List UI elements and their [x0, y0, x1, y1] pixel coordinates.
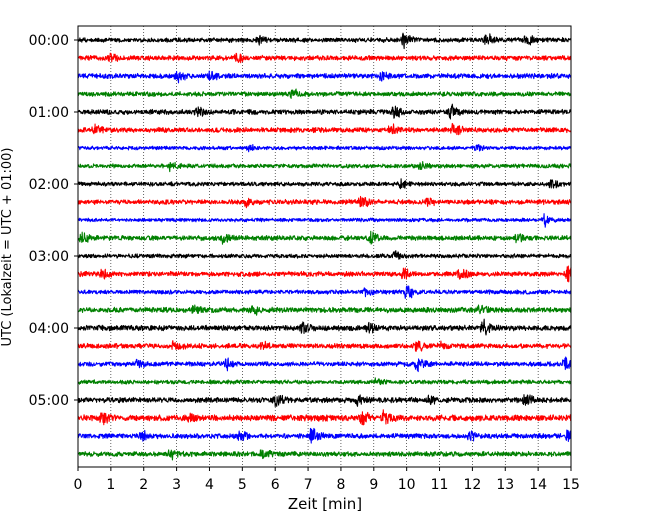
x-tick-label: 15: [562, 477, 580, 493]
x-tick-label: 4: [205, 477, 214, 493]
trace-row-0515: [77, 409, 572, 426]
y-axis-ticks: 00:00 01:00 02:00 03:00 04:00 05:00: [29, 33, 78, 409]
y-tick-label: 02:00: [29, 177, 69, 193]
trace-row-0530: [77, 427, 572, 444]
x-tick-label: 8: [336, 477, 345, 493]
y-tick-label: 04:00: [29, 321, 69, 337]
y-tick-label: 05:00: [29, 393, 69, 409]
x-tick-label: 9: [369, 477, 378, 493]
x-tick-label: 1: [106, 477, 115, 493]
trace-row-0545: [77, 449, 572, 461]
x-tick-label: 6: [271, 477, 280, 493]
trace-row-0000: [77, 32, 572, 50]
trace-row-0145: [77, 160, 572, 173]
x-tick-label: 14: [529, 477, 547, 493]
trace-row-0445: [77, 377, 572, 386]
seismic-traces: [77, 32, 572, 461]
trace-row-0245: [77, 230, 572, 245]
x-tick-label: 5: [238, 477, 247, 493]
x-tick-label: 13: [496, 477, 514, 493]
x-axis-label: Zeit [min]: [288, 495, 362, 513]
x-tick-label: 12: [463, 477, 481, 493]
trace-row-0400: [77, 318, 572, 336]
x-tick-label: 0: [74, 477, 83, 493]
trace-row-0130: [77, 143, 572, 153]
trace-row-0045: [77, 88, 572, 99]
x-tick-label: 7: [304, 477, 313, 493]
y-tick-label: 03:00: [29, 249, 69, 265]
trace-row-0330: [77, 285, 572, 299]
trace-row-0345: [77, 304, 572, 316]
x-axis-ticks: 0 1 2 3 4 5 6 7 8 9 10 11 12 13 14 15: [74, 467, 580, 493]
x-tick-label: 10: [398, 477, 416, 493]
trace-row-0500: [77, 394, 572, 408]
y-tick-label: 01:00: [29, 105, 69, 121]
trace-row-0015: [77, 52, 572, 64]
y-axis-label: UTC (Lokalzeit = UTC + 01:00): [0, 148, 15, 347]
x-tick-label: 2: [139, 477, 148, 493]
trace-row-0200: [77, 178, 572, 190]
y-tick-label: 00:00: [29, 33, 69, 49]
x-tick-label: 11: [431, 477, 449, 493]
plot-frame: [77, 25, 572, 468]
trace-row-0315: [77, 265, 572, 283]
x-tick-label: 3: [172, 477, 181, 493]
trace-row-0215: [77, 195, 572, 209]
trace-row-0300: [77, 250, 572, 260]
trace-row-0430: [77, 356, 572, 373]
trace-row-0230: [77, 213, 572, 228]
trace-row-0115: [77, 122, 572, 136]
trace-row-0100: [77, 103, 572, 120]
trace-row-0415: [77, 340, 572, 352]
trace-row-0030: [77, 70, 572, 84]
